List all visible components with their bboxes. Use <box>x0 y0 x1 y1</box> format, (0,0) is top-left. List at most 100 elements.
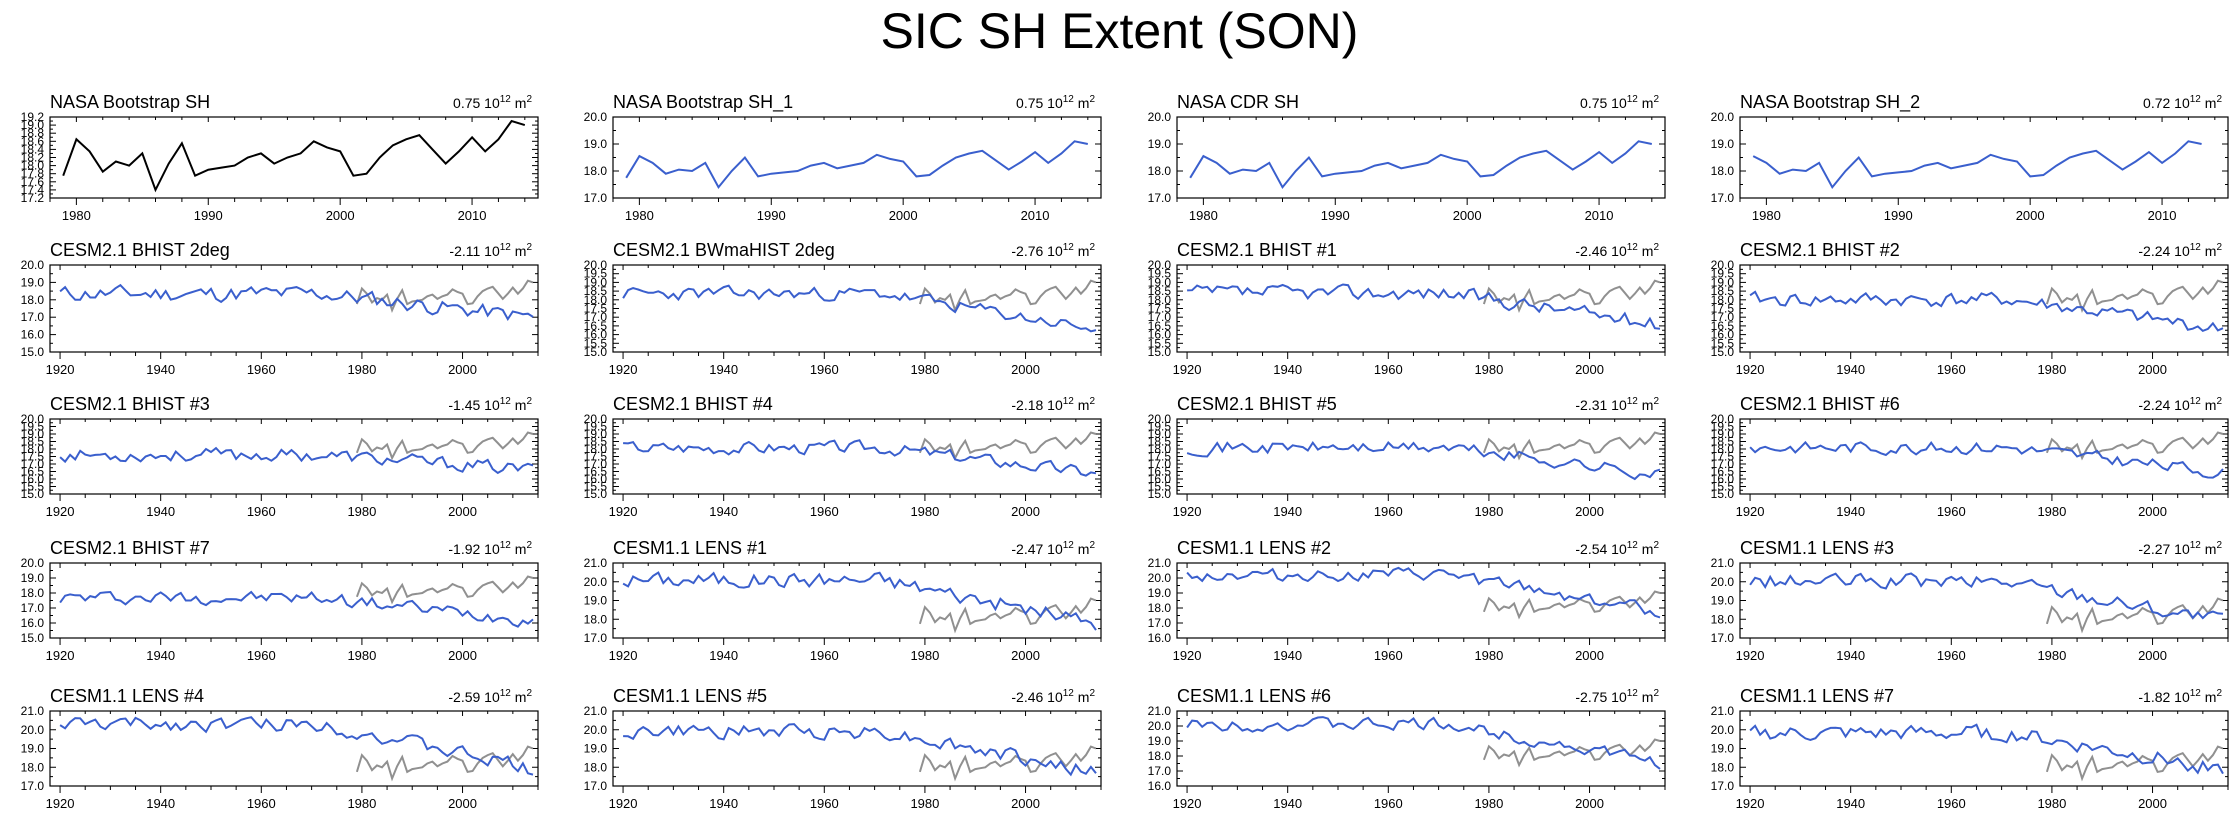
panel-16: CESM1.1 LENS #3 -2.27 1012 m2 17.0 18.0 19.0… <box>1711 538 2229 663</box>
x-tick-label: 2000 <box>448 362 477 377</box>
x-tick-label: 1940 <box>1273 648 1302 663</box>
y-tick-label: 21.0 <box>584 704 608 718</box>
panel-title: CESM2.1 BHIST #7 <box>50 538 210 558</box>
y-tick-label: 20.0 <box>21 723 45 737</box>
series-line <box>1186 716 1661 770</box>
x-tick-label: 2000 <box>448 648 477 663</box>
series-line <box>622 571 1097 631</box>
y-tick-label: 17.2 <box>21 191 45 205</box>
y-tick-label: 17.5 <box>584 450 608 464</box>
y-tick-label: 20.0 <box>584 575 608 589</box>
panel-title: NASA Bootstrap SH <box>50 92 210 112</box>
panel-4: NASA Bootstrap SH_2 0.72 1012 m2 17.0 18.0 1… <box>1711 92 2229 223</box>
series-line <box>1749 440 2224 479</box>
y-tick-label: 20.0 <box>1148 412 1172 426</box>
x-tick-label: 2000 <box>1011 796 1040 811</box>
y-tick-label: 16.0 <box>1148 472 1172 486</box>
y-tick-label: 20.0 <box>1711 723 1735 737</box>
y-tick-label: 18.0 <box>1148 601 1172 615</box>
x-tick-label: 1960 <box>1937 648 1966 663</box>
y-tick-label: 16.5 <box>584 465 608 479</box>
y-tick-label: 19.0 <box>1148 586 1172 600</box>
panel-10: CESM2.1 BHIST #4 -2.18 1012 m2 15.015.516.… <box>584 394 1102 519</box>
y-tick-label: 17.0 <box>584 631 608 645</box>
series-line <box>625 140 1089 189</box>
y-tick-label: 19.0 <box>1711 427 1735 441</box>
x-tick-label: 1960 <box>1374 362 1403 377</box>
y-tick-label: 19.2 <box>21 110 45 124</box>
plot-frame <box>612 710 1102 787</box>
x-tick-label: 1980 <box>2037 648 2066 663</box>
series-line <box>1186 566 1661 619</box>
y-tick-label: 16.0 <box>21 472 45 486</box>
x-tick-label: 2000 <box>1011 504 1040 519</box>
y-tick-label: 18.5 <box>1711 284 1735 298</box>
x-tick-label: 1920 <box>1173 362 1202 377</box>
series-line <box>623 723 1097 777</box>
y-tick-label: 16.0 <box>21 328 45 342</box>
y-tick-label: 15.0 <box>1711 345 1735 359</box>
y-tick-label: 15.5 <box>1148 480 1172 494</box>
x-tick-label: 1940 <box>1836 362 1865 377</box>
x-tick-label: 1920 <box>46 796 75 811</box>
panel-title: CESM1.1 LENS #4 <box>50 686 204 706</box>
x-tick-label: 1960 <box>247 796 276 811</box>
obs-overlay-line <box>918 431 1097 461</box>
panel-2: NASA Bootstrap SH_1 0.75 1012 m2 17.0 18.0 1… <box>584 92 1102 223</box>
x-tick-label: 1920 <box>46 362 75 377</box>
y-tick-label: 19.5 <box>21 420 45 434</box>
obs-overlay-line <box>2045 745 2224 782</box>
y-tick-label: 20.0 <box>584 258 608 272</box>
y-tick-label: 16.5 <box>21 465 45 479</box>
y-tick-label: 19.0 <box>21 427 45 441</box>
x-tick-label: 1960 <box>810 796 839 811</box>
trend-label: -2.54 1012 m2 <box>1575 540 1659 557</box>
x-tick-label: 2000 <box>2016 208 2045 223</box>
y-tick-label: 16.0 <box>21 616 45 630</box>
y-tick-label: 17.0 <box>1711 191 1735 205</box>
trend-label: -1.92 1012 m2 <box>448 540 532 557</box>
x-tick-label: 1940 <box>146 648 175 663</box>
y-tick-label: 15.5 <box>1711 480 1735 494</box>
trend-label: -2.76 1012 m2 <box>1011 242 1095 259</box>
y-tick-label: 17.0 <box>1148 457 1172 471</box>
x-tick-label: 1960 <box>1374 796 1403 811</box>
obs-overlay-line <box>355 745 534 782</box>
x-tick-label: 1980 <box>62 208 91 223</box>
x-tick-label: 1960 <box>247 504 276 519</box>
x-tick-label: 1940 <box>146 504 175 519</box>
y-tick-label: 15.0 <box>584 487 608 501</box>
trend-label: 0.72 1012 m2 <box>2143 94 2222 111</box>
y-tick-label: 20.0 <box>1148 571 1172 585</box>
panel-7: CESM2.1 BHIST #1 -2.46 1012 m215.015.516.… <box>1148 240 1666 377</box>
trend-label: -1.82 1012 m2 <box>2138 688 2222 705</box>
x-tick-label: 1940 <box>709 796 738 811</box>
x-tick-label: 1980 <box>910 362 939 377</box>
y-tick-label: 18.0 <box>21 159 45 173</box>
panel-17: CESM1.1 LENS #4 -2.59 1012 m2 17.0 18.0 19.0… <box>21 686 539 811</box>
y-tick-label: 19.0 <box>1148 427 1172 441</box>
obs-overlay-line <box>918 597 1097 634</box>
panel-title: CESM1.1 LENS #7 <box>1740 686 1894 706</box>
x-tick-label: 1940 <box>1836 504 1865 519</box>
x-tick-label: 1920 <box>609 362 638 377</box>
y-tick-label: 18.5 <box>1148 435 1172 449</box>
y-tick-label: 17.0 <box>1711 631 1735 645</box>
y-tick-label: 16.0 <box>1148 328 1172 342</box>
y-tick-label: 18.5 <box>21 435 45 449</box>
x-tick-label: 1980 <box>2037 796 2066 811</box>
y-tick-label: 20.0 <box>584 723 608 737</box>
panel-14: CESM1.1 LENS #1 -2.47 1012 m2 17.0 18.0 19.0… <box>584 538 1102 663</box>
y-tick-label: 17.0 <box>21 779 45 793</box>
y-tick-label: 19.5 <box>1711 267 1735 281</box>
y-tick-label: 17.0 <box>21 310 45 324</box>
panel-11: CESM2.1 BHIST #5 -2.31 1012 m2 15.015.516.… <box>1148 394 1666 519</box>
y-tick-label: 20.0 <box>1711 258 1735 272</box>
y-tick-label: 17.0 <box>584 191 608 205</box>
y-tick-label: 17.4 <box>21 183 45 197</box>
x-tick-label: 1980 <box>1752 208 1781 223</box>
x-tick-label: 1980 <box>910 504 939 519</box>
x-tick-label: 1980 <box>625 208 654 223</box>
obs-overlay-line <box>918 279 1097 314</box>
x-tick-label: 1980 <box>1474 504 1503 519</box>
